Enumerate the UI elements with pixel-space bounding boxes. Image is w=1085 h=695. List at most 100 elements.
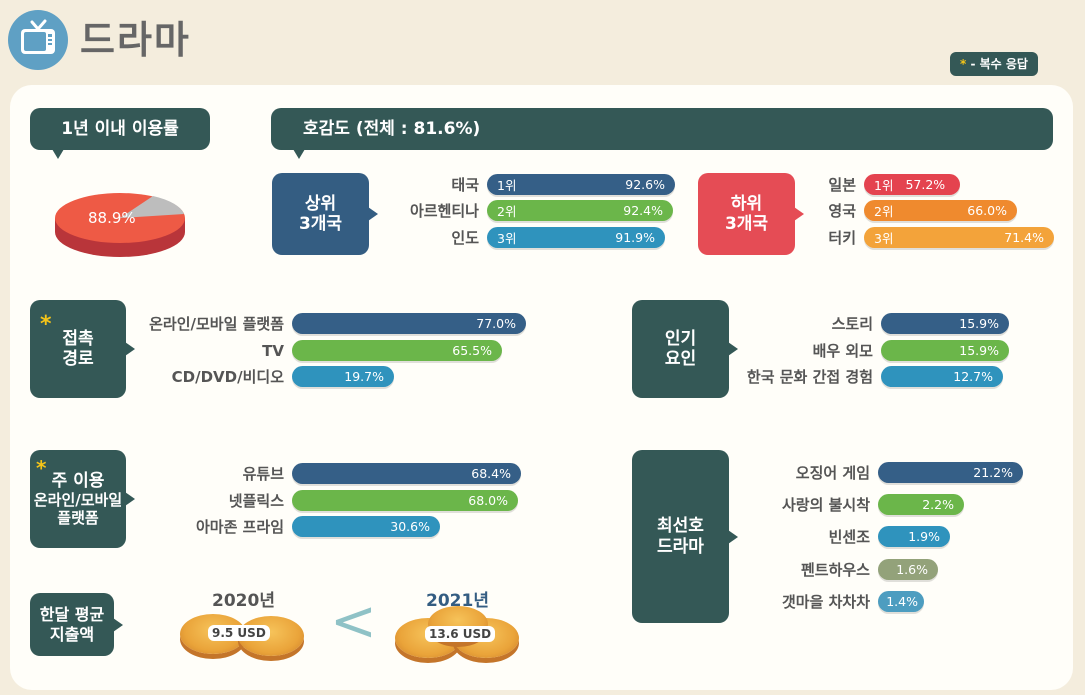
country-label: 아르헨티나	[409, 202, 479, 220]
value-bar: 21.2%	[878, 462, 1023, 483]
main-platform-line3: 플랫폼	[57, 509, 99, 528]
value-bar: 1.6%	[878, 559, 938, 580]
bar-label: 펜트하우스	[800, 561, 870, 579]
bottom3-label-line1: 하위	[730, 193, 763, 214]
value-label: 92.4%	[623, 203, 663, 218]
popularity-line1: 인기	[664, 328, 697, 349]
value-bar: 1.4%	[878, 591, 924, 612]
access-route-line1: 접촉	[62, 328, 94, 349]
value-label: 77.0%	[476, 316, 516, 331]
country-label: 일본	[828, 176, 856, 194]
value-label: 68.0%	[468, 493, 508, 508]
bar-label: 한국 문화 간접 경험	[746, 368, 873, 386]
value-label: 91.9%	[615, 230, 655, 245]
bar-label: 온라인/모바일 플랫폼	[149, 315, 284, 333]
year-2020: 2020년	[212, 591, 275, 611]
less-than-icon: <	[330, 589, 377, 654]
value-bar: 15.9%	[881, 313, 1009, 334]
spend-2020-value: 9.5 USD	[208, 625, 270, 641]
popularity-row: 배우 외모 15.9%	[730, 340, 1009, 361]
usage-rate-title: 1년 이내 이용률	[30, 108, 210, 159]
top3-label-line1: 상위	[304, 193, 337, 214]
coins-2020-icon: 9.5 USD	[180, 612, 305, 662]
rank-label: 2위	[874, 204, 894, 219]
value-bar: 77.0%	[292, 313, 526, 334]
usage-rate-value: 88.9%	[88, 209, 136, 227]
bottom3-label-line2: 3개국	[724, 214, 769, 234]
bar-label: 배우 외모	[812, 342, 873, 360]
top3-label: 상위 3개국	[272, 173, 378, 255]
favorite-drama-row: 오징어 게임 21.2%	[730, 462, 1023, 483]
popularity-row: 스토리 15.9%	[730, 313, 1009, 334]
popularity-line2: 요인	[664, 349, 697, 369]
value-bar: 1.9%	[878, 526, 950, 547]
usage-rate-title-text: 1년 이내 이용률	[61, 118, 179, 139]
rank-bar: 3위 91.9%	[487, 227, 665, 248]
value-label: 1.6%	[896, 562, 928, 577]
favorite-drama-row: 갯마을 차차차 1.4%	[730, 591, 924, 612]
value-bar: 68.0%	[292, 490, 518, 511]
popularity-factors-label: 인기 요인	[632, 300, 738, 398]
page-title: 드라마	[80, 18, 191, 62]
bar-label: TV	[262, 341, 284, 360]
multiple-response-legend: * - 복수 응답	[950, 52, 1038, 76]
favorability-title: 호감도 (전체 : 81.6%)	[271, 108, 1053, 159]
tv-icon	[8, 10, 68, 70]
value-bar: 65.5%	[292, 340, 502, 361]
value-label: 71.4%	[1004, 230, 1044, 245]
bar-label: 빈센조	[828, 528, 870, 546]
top3-row: 아르헨티나 2위 92.4%	[380, 200, 673, 221]
access-route-label: * 접촉 경로	[30, 300, 135, 398]
value-label: 30.6%	[390, 519, 430, 534]
bottom3-label: 하위 3개국	[698, 173, 804, 255]
value-label: 65.5%	[452, 343, 492, 358]
bottom3-row: 영국 2위 66.0%	[810, 200, 1017, 221]
star-icon: *	[960, 57, 967, 71]
coins-2021-icon: 13.6 USD	[395, 604, 525, 664]
main-platform-row: 넷플릭스 68.0%	[140, 490, 518, 511]
bar-label: 아마존 프라임	[195, 518, 284, 536]
access-route-row: CD/DVD/비디오 19.7%	[140, 366, 394, 387]
rank-bar: 1위 57.2%	[864, 174, 960, 195]
rank-label: 3위	[497, 231, 517, 246]
top3-label-line2: 3개국	[298, 214, 343, 234]
rank-bar: 3위 71.4%	[864, 227, 1054, 248]
value-bar: 19.7%	[292, 366, 394, 387]
main-platform-row: 아마존 프라임 30.6%	[140, 516, 440, 537]
value-label: 15.9%	[959, 343, 999, 358]
bottom3-row: 터키 3위 71.4%	[810, 227, 1054, 248]
top3-row: 인도 3위 91.9%	[380, 227, 665, 248]
value-label: 66.0%	[967, 203, 1007, 218]
bar-label: 스토리	[831, 315, 873, 333]
value-label: 15.9%	[959, 316, 999, 331]
favorite-drama-row: 사랑의 불시착 2.2%	[730, 494, 964, 515]
value-label: 19.7%	[344, 369, 384, 384]
main-platform-line2: 온라인/모바일	[33, 491, 123, 510]
country-label: 터키	[828, 229, 856, 247]
monthly-spend-line1: 한달 평균	[39, 605, 105, 625]
popularity-row: 한국 문화 간접 경험 12.7%	[730, 366, 1003, 387]
bar-label: 오징어 게임	[795, 464, 870, 482]
rank-label: 2위	[497, 204, 517, 219]
value-label: 2.2%	[922, 497, 954, 512]
favorability-title-text: 호감도 (전체 : 81.6%)	[303, 118, 481, 139]
value-label: 57.2%	[905, 177, 946, 192]
value-label: 21.2%	[973, 465, 1013, 480]
rank-label: 1위	[497, 178, 517, 193]
rank-bar: 2위 92.4%	[487, 200, 673, 221]
value-bar: 15.9%	[881, 340, 1009, 361]
favorite-drama-row: 빈센조 1.9%	[730, 526, 950, 547]
legend-text: - 복수 응답	[970, 57, 1028, 71]
year-2021: 2021년	[426, 591, 489, 611]
top3-row: 태국 1위 92.6%	[380, 174, 675, 195]
rank-bar: 2위 66.0%	[864, 200, 1017, 221]
country-label: 태국	[451, 176, 479, 194]
main-platform-line1: 주 이용	[51, 470, 105, 491]
value-label: 1.4%	[886, 594, 918, 609]
main-platform-row: 유튜브 68.4%	[140, 463, 521, 484]
star-icon: *	[36, 456, 47, 480]
rank-label: 3위	[874, 231, 894, 246]
access-route-row: 온라인/모바일 플랫폼 77.0%	[140, 313, 526, 334]
value-label: 1.9%	[908, 529, 940, 544]
value-bar: 68.4%	[292, 463, 521, 484]
